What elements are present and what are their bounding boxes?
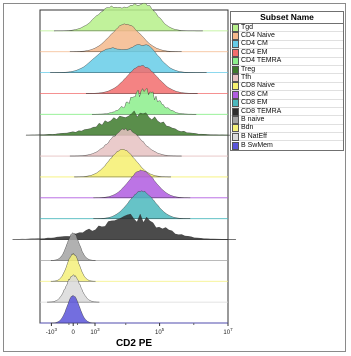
legend-item: B naive <box>231 116 343 125</box>
legend-swatch <box>232 74 239 83</box>
histogram-cd4-cm <box>50 44 207 73</box>
histogram-cd4-naive <box>69 23 182 52</box>
legend-title: Subset Name <box>231 12 343 24</box>
legend-label: Treg <box>241 65 256 73</box>
legend-item: CD4 CM <box>231 40 343 50</box>
histogram-treg <box>25 110 231 136</box>
histogram-cd8-em <box>93 190 191 219</box>
legend-label: CD8 EM <box>241 99 268 107</box>
legend-item: B NatEff <box>231 132 343 142</box>
legend-label: Tgd <box>241 23 254 31</box>
x-tick-label: 105 <box>155 327 165 336</box>
legend-label: CD8 CM <box>241 90 268 98</box>
histogram-cd8-cm <box>93 169 191 198</box>
legend-swatch <box>232 141 239 150</box>
histogram-rows <box>12 3 237 324</box>
histogram-bdn <box>50 252 96 282</box>
x-tick-label: 0 <box>72 330 76 336</box>
legend-swatch <box>232 48 239 57</box>
legend-label: CD4 TEMRA <box>241 57 282 65</box>
histogram-tfh <box>69 128 182 157</box>
x-axis-label: CD2 PE <box>116 338 152 349</box>
legend-item: CD8 TEMRA <box>231 107 343 117</box>
histogram-cd8-naive <box>74 149 172 178</box>
legend-item: Treg <box>231 65 343 75</box>
x-tick-label: 107 <box>223 327 233 336</box>
legend-swatch <box>232 32 239 41</box>
histogram-b-naive <box>50 232 96 261</box>
legend-swatch <box>232 99 239 108</box>
histogram-b-swmem <box>50 295 96 324</box>
x-tick-label: 103 <box>90 327 100 336</box>
histogram-cd4-em <box>85 65 198 94</box>
legend-entries: Tgd CD4 Naive CD4 CM CD4 EM CD4 TEMRA Treg Tfh… <box>231 23 343 150</box>
legend-label: CD8 TEMRA <box>241 107 282 115</box>
legend-label: CD8 Naive <box>241 82 275 90</box>
legend-swatch <box>232 132 239 141</box>
legend-label: B NatEff <box>241 132 267 140</box>
legend-label: B SwMem <box>241 141 273 149</box>
legend-label: CD4 EM <box>241 48 268 56</box>
legend-swatch <box>232 65 239 74</box>
legend-label: Tfh <box>241 74 252 82</box>
legend-swatch <box>232 116 239 124</box>
legend-swatch <box>232 107 239 116</box>
histogram-cd8-temra <box>12 213 237 240</box>
legend-swatch <box>232 82 239 91</box>
legend-label: CD4 Naive <box>241 32 275 40</box>
x-tick-label: -103 <box>46 327 58 336</box>
legend-item: CD8 Naive <box>231 82 343 92</box>
histogram-cd4-temra <box>91 87 197 115</box>
legend-swatch <box>232 57 239 66</box>
legend-label: Bdn <box>241 124 254 132</box>
legend-item: B SwMem <box>231 141 343 150</box>
legend-swatch <box>232 124 239 133</box>
legend-swatch <box>232 40 239 49</box>
histogram-tgd <box>53 3 203 32</box>
histogram-b-nateff <box>46 274 100 303</box>
legend: Subset Name Tgd CD4 Naive CD4 CM CD4 EM CD4 … <box>230 11 344 151</box>
legend-item: CD4 TEMRA <box>231 57 343 66</box>
legend-item: Tgd <box>231 23 343 33</box>
x-axis: -103 0 103 105 107 <box>46 323 233 336</box>
legend-swatch <box>232 90 239 99</box>
legend-item: CD8 CM <box>231 90 343 100</box>
legend-item: Tfh <box>231 74 343 83</box>
legend-label: CD4 CM <box>241 40 268 48</box>
legend-swatch <box>232 23 239 32</box>
legend-item: CD8 EM <box>231 99 343 108</box>
legend-label: B naive <box>241 116 265 123</box>
legend-item: CD4 Naive <box>231 32 343 41</box>
legend-item: CD4 EM <box>231 48 343 58</box>
legend-item: Bdn <box>231 124 343 134</box>
